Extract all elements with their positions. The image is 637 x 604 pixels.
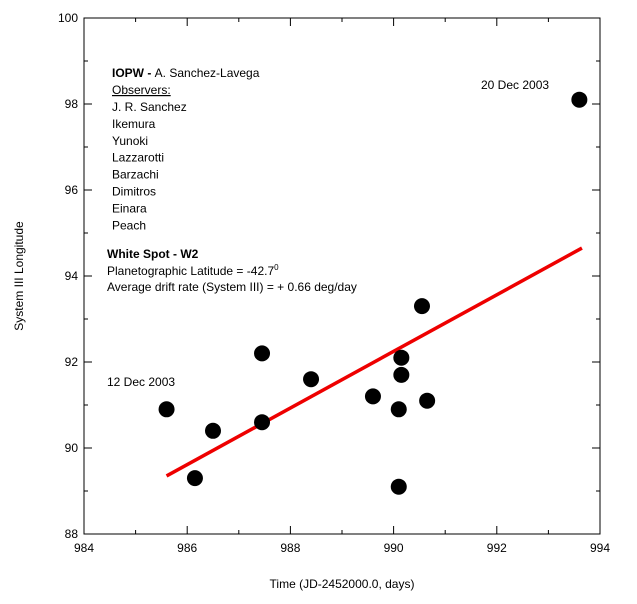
data-point [159, 401, 175, 417]
iopw-credit: IOPW - A. Sanchez-Lavega [112, 66, 260, 80]
data-point [187, 470, 203, 486]
data-point [303, 371, 319, 387]
data-point [254, 414, 270, 430]
y-tick-label: 98 [65, 97, 79, 111]
drift-rate-line: Average drift rate (System III) = + 0.66… [107, 280, 357, 294]
x-tick-label: 990 [384, 541, 404, 555]
y-tick-label: 88 [65, 527, 79, 541]
data-point [391, 401, 407, 417]
x-tick-label: 988 [280, 541, 300, 555]
y-tick-label: 100 [58, 11, 78, 25]
observer-name: Lazzarotti [112, 151, 164, 165]
observers-list: J. R. Sanchez Ikemura Yunoki Lazzarotti Barz… [112, 100, 187, 232]
y-tick-label: 92 [65, 355, 79, 369]
data-point [571, 92, 587, 108]
observers-heading: Observers: [112, 83, 171, 97]
observer-name: Peach [112, 218, 146, 232]
latitude-line: Planetographic Latitude = -42.70 [107, 263, 279, 278]
data-point [419, 393, 435, 409]
y-tick-label: 94 [65, 269, 79, 283]
data-point [414, 298, 430, 314]
y-axis-title: System III Longitude [12, 221, 26, 331]
observer-name: Barzachi [112, 168, 159, 182]
data-point [391, 479, 407, 495]
start-date-label: 12 Dec 2003 [107, 375, 175, 389]
latitude-text: Planetographic Latitude = -42.7 [107, 264, 274, 278]
y-tick-label: 96 [65, 183, 79, 197]
x-tick-label: 984 [74, 541, 94, 555]
y-tick-label: 90 [65, 441, 79, 455]
data-point [393, 350, 409, 366]
x-tick-label: 992 [487, 541, 507, 555]
spot-title: White Spot - W2 [107, 247, 199, 261]
observer-name: J. R. Sanchez [112, 100, 187, 114]
observer-name: Einara [112, 201, 147, 215]
observer-name: Yunoki [112, 134, 148, 148]
observer-name: Dimitros [112, 185, 156, 199]
x-tick-label: 994 [590, 541, 610, 555]
data-point [365, 388, 381, 404]
end-date-label: 20 Dec 2003 [481, 78, 549, 92]
x-tick-label: 986 [177, 541, 197, 555]
observer-name: Ikemura [112, 117, 156, 131]
data-point [205, 423, 221, 439]
latitude-degree: 0 [274, 263, 279, 272]
iopw-label: IOPW - [112, 66, 155, 80]
data-point [393, 367, 409, 383]
data-point [254, 345, 270, 361]
x-axis-title: Time (JD-2452000.0, days) [270, 577, 415, 591]
iopw-name: A. Sanchez-Lavega [155, 66, 260, 80]
